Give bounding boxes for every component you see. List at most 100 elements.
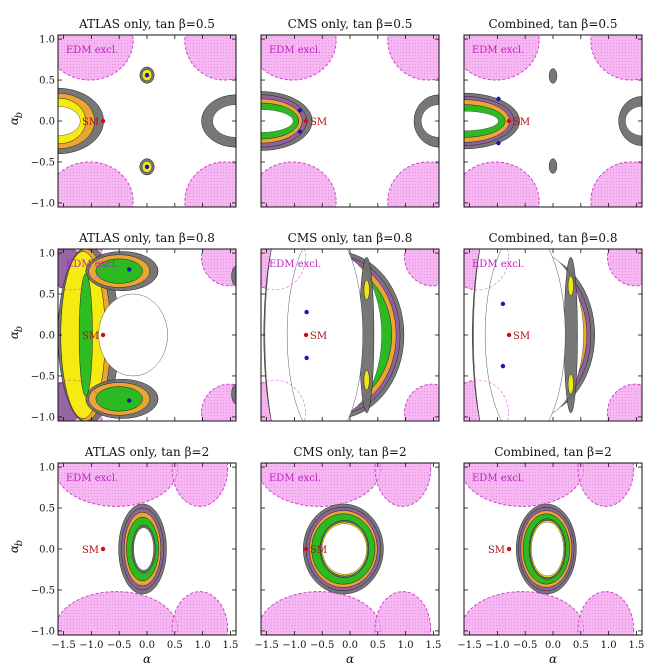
y-tick-label: −0.5: [31, 585, 55, 596]
sm-label: SM: [310, 545, 327, 556]
sm-point: [506, 118, 512, 124]
sm-point: [303, 332, 309, 338]
sm-label: SM: [513, 331, 530, 342]
contour-white: [484, 249, 566, 421]
y-tick-label: −1.0: [31, 198, 55, 209]
y-axis-label: α: [7, 117, 21, 125]
panel-title: Combined, tan β=2: [494, 445, 612, 459]
edm-label: EDM excl.: [66, 473, 118, 484]
sm-label: SM: [310, 117, 327, 128]
edm-boundary: [464, 463, 584, 507]
sm-label: SM: [82, 545, 99, 556]
panel-7: EDM excl. SM ATLAS only, tan β=2 1.0 0.5 0.0 −…: [7, 445, 238, 666]
sm-point: [506, 546, 512, 552]
contour-white: [531, 521, 564, 577]
best-fit-point: [304, 355, 309, 361]
y-tick-label: −0.5: [31, 157, 55, 168]
edm-excluded-region: [58, 591, 179, 635]
plot-area: [261, 249, 439, 421]
contour-white: [321, 523, 367, 575]
x-tick-label: 1.5: [628, 640, 644, 651]
y-tick-label: 1.0: [39, 249, 55, 260]
edm-label: EDM excl.: [472, 473, 524, 484]
best-fit-point: [297, 129, 303, 134]
x-axis-label: α: [346, 652, 354, 666]
sm-point: [303, 546, 309, 552]
y-axis-label: α: [7, 545, 21, 553]
edm-label: EDM excl.: [66, 45, 118, 56]
edm-boundary: [201, 383, 236, 421]
edm-boundary: [261, 463, 381, 507]
x-tick-label: 0.5: [573, 640, 589, 651]
edm-boundary: [261, 249, 306, 291]
x-tick-label: 0.0: [342, 640, 358, 651]
edm-excluded-region: [58, 35, 134, 81]
sm-point: [303, 118, 309, 124]
panel-6: EDM excl. SM Combined, tan β=0.8: [463, 231, 643, 422]
edm-excluded-region: [201, 249, 236, 287]
y-tick-label: 0.5: [39, 290, 55, 301]
edm-excluded-region: [464, 35, 540, 81]
best-fit-point: [496, 140, 501, 146]
y-axis-label-subscript: b: [14, 112, 25, 118]
contour-white: [625, 106, 642, 136]
edm-boundary: [374, 591, 431, 635]
plot-area: [58, 249, 236, 421]
x-tick-label: −0.5: [310, 640, 334, 651]
contour-yellow: [363, 279, 370, 301]
edm-boundary: [58, 379, 103, 421]
panel-5: EDM excl. SM CMS only, tan β=0.8: [260, 231, 440, 422]
edm-boundary: [590, 161, 642, 207]
edm-excluded-region: [464, 161, 540, 207]
y-tick-label: 1.0: [39, 463, 55, 474]
y-tick-label: 0.5: [39, 504, 55, 515]
contour-white: [133, 527, 154, 571]
contour-yellow: [567, 374, 574, 395]
panel-title: Combined, tan β=0.8: [488, 231, 617, 245]
panel-title: CMS only, tan β=0.8: [288, 231, 413, 245]
x-tick-label: −1.0: [485, 640, 509, 651]
edm-excluded-region: [404, 249, 439, 287]
sm-point: [506, 332, 512, 338]
plot-area: [261, 35, 439, 207]
edm-excluded-region: [261, 591, 382, 635]
y-tick-label: −0.5: [31, 371, 55, 382]
y-tick-label: 0.0: [39, 545, 55, 556]
edm-boundary: [374, 463, 431, 507]
panel-4: EDM excl. SM ATLAS only, tan β=0.8 1.0 0.5 0.…: [7, 231, 237, 423]
panel-title: CMS only, tan β=0.5: [288, 17, 413, 31]
edm-excluded-region: [58, 161, 134, 207]
edm-boundary: [577, 463, 634, 507]
y-tick-label: −1.0: [31, 412, 55, 423]
contour-white: [58, 106, 81, 136]
edm-excluded-region: [184, 161, 236, 207]
best-fit-point: [500, 363, 506, 369]
x-tick-label: 0.0: [545, 640, 561, 651]
x-axis-label: α: [143, 652, 151, 666]
panel-8: EDM excl. SM CMS only, tan β=2 −1.5 −1.0 −0.5…: [254, 445, 441, 666]
x-tick-label: −0.5: [513, 640, 537, 651]
best-fit-point: [500, 301, 506, 307]
contour-gray: [231, 265, 236, 287]
y-axis-label-subscript: b: [14, 540, 25, 546]
plot-area: [464, 249, 642, 421]
x-tick-label: 0.5: [167, 640, 183, 651]
sm-label: SM: [310, 331, 327, 342]
y-tick-label: −1.0: [31, 626, 55, 637]
contour-white: [286, 249, 363, 421]
contour-gray: [231, 383, 236, 405]
y-tick-label: 1.0: [39, 35, 55, 46]
panel-title: ATLAS only, tan β=0.8: [78, 231, 215, 245]
edm-boundary: [58, 463, 178, 507]
edm-boundary: [577, 591, 634, 635]
edm-label: EDM excl.: [66, 259, 118, 270]
edm-boundary: [464, 379, 509, 421]
best-fit-point: [496, 96, 501, 102]
panel-3: EDM excl. SM Combined, tan β=0.5: [463, 17, 643, 208]
x-tick-label: −1.5: [457, 640, 481, 651]
edm-label: EDM excl.: [269, 259, 321, 270]
edm-excluded-region: [261, 35, 337, 81]
edm-excluded-region: [261, 463, 382, 507]
panel-title: ATLAS only, tan β=2: [84, 445, 209, 459]
plot-area: [261, 463, 432, 635]
